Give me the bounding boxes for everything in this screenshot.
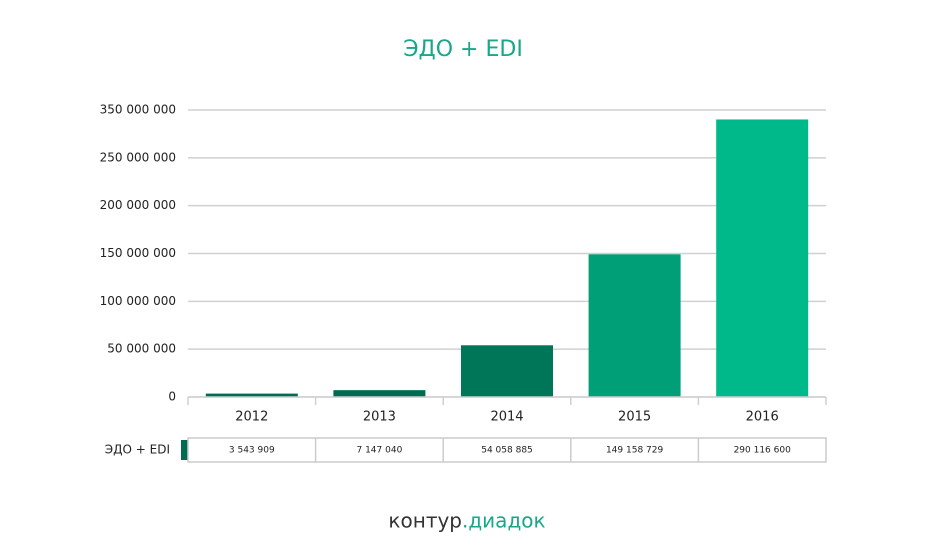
table-cell: 54 058 885 [481, 446, 533, 456]
bar [333, 390, 426, 397]
y-tick-label: 100 000 000 [100, 294, 176, 308]
y-tick-label: 350 000 000 [100, 103, 176, 117]
y-tick-label: 50 000 000 [107, 342, 176, 356]
table-cell: 7 147 040 [356, 446, 402, 456]
legend-label: ЭДО + EDI [105, 443, 170, 457]
bar [461, 345, 553, 397]
x-tick-label: 2013 [363, 410, 396, 425]
x-tick-label: 2016 [746, 410, 779, 425]
bar [205, 393, 298, 397]
logo-right: .диадок [462, 509, 546, 533]
legend-swatch [181, 440, 188, 460]
y-tick-label: 150 000 000 [100, 246, 176, 260]
table-cell: 290 116 600 [734, 446, 792, 456]
x-tick-label: 2014 [490, 410, 523, 425]
chart-title: ЭДО + EDI [403, 37, 523, 62]
bar [588, 254, 681, 397]
x-tick-label: 2012 [235, 410, 268, 425]
y-tick-label: 250 000 000 [100, 150, 176, 164]
y-tick-label: 200 000 000 [100, 198, 176, 212]
logo-left: контур [388, 509, 462, 533]
bar [716, 119, 809, 398]
table-frame [187, 437, 827, 463]
y-tick-label: 0 [168, 390, 176, 404]
table-cell: 149 158 729 [606, 446, 664, 456]
table-cell: 3 543 909 [229, 446, 275, 456]
x-tick-label: 2015 [618, 410, 651, 425]
